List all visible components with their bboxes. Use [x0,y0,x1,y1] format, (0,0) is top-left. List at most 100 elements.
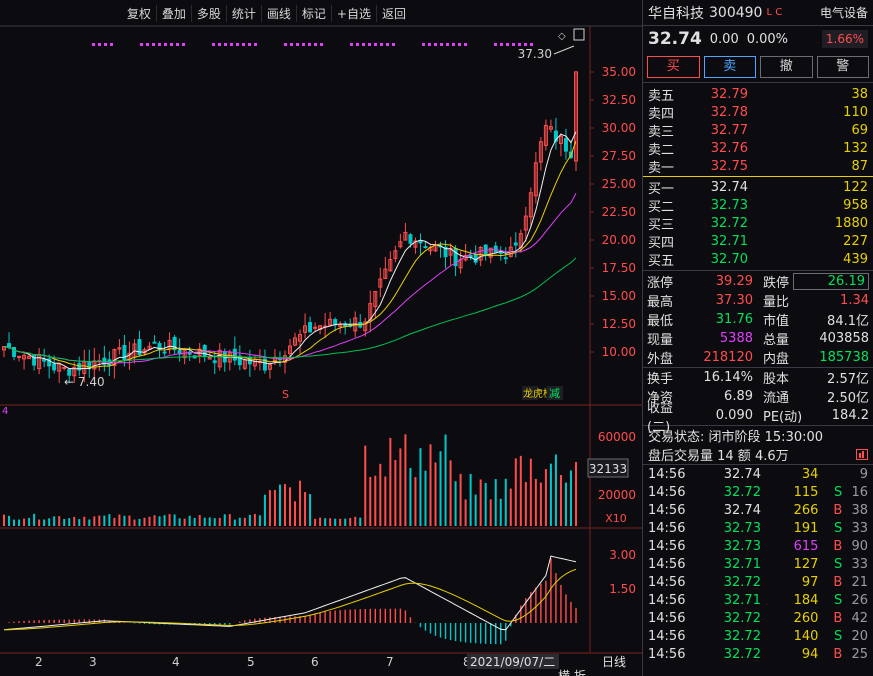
alert-button[interactable]: 警 [816,56,869,78]
signal-marker-s[interactable]: S [282,388,289,401]
period-selector[interactable]: 日线 [602,655,626,669]
asks-row[interactable]: 卖一 32.75 87 [643,157,873,176]
toolbar-4[interactable]: 画线 [260,4,296,22]
volume-bar [509,488,512,526]
x-axis-label: 5 [247,655,255,669]
signal-dot [104,43,107,46]
bid-book: 买一 32.74 122 买二 32.73 958 买三 32.72 1880 买四 32.71 22… [643,178,873,269]
sector-label[interactable]: 电气设备 [819,6,868,20]
volume-bar [294,501,297,526]
dragon-tiger-marker[interactable]: 龙虎榜 [523,387,553,400]
candle-body [448,247,453,256]
bids-price: 32.72 [710,215,748,231]
signal-dot [248,43,251,46]
reduce-marker[interactable]: 减 [549,387,560,400]
stat-value-2: 2.50亿 [827,391,869,406]
tick-list[interactable]: 14:56 32.74 34 9 14:56 32.72 115 S 16 14:56 32.74 2… [643,465,873,663]
ask-book: 卖五 32.79 38 卖四 32.78 110 卖三 32.77 69 卖二 32.76 132 卖一… [643,83,873,176]
bids-row[interactable]: 买三 32.72 1880 [643,214,873,233]
asks-row[interactable]: 卖三 32.77 69 [643,121,873,140]
volume-bar [424,470,427,526]
tick-price: 32.71 [723,592,761,608]
toolbar-6[interactable]: +自选 [330,4,376,22]
diamond-icon[interactable]: ◇ [558,31,566,42]
bids-row[interactable]: 买二 32.73 958 [643,196,873,215]
bar-chart-icon[interactable] [856,449,868,460]
tick-side: B [833,646,843,662]
toolbar-5[interactable]: 标记 [295,4,331,22]
stat-value: 16.14% [703,370,753,385]
volume-bar [3,514,5,526]
signal-dot [140,43,143,46]
toolbar-7[interactable]: 返回 [375,4,411,22]
tick-side: S [833,484,843,500]
after-hours: 盘后交易量 14 额 4.6万 [643,445,873,464]
macd-line [3,568,577,631]
tick-volume: 115 [793,484,819,500]
stats-block-2: 换手 16.14% 股本 2.57亿 净资 6.89 流通 2.50亿 收益(二) 0.090 PE… [643,368,873,435]
chart-canvas[interactable]: 35.00 32.50 30.00 27.50 25.00 22.50 20.00 17.50… [0,0,642,676]
tick-time: 14:56 [648,502,686,518]
signal-dot [224,43,227,46]
volume-bar [359,517,362,526]
quote-panel: 华自科技 300490 L C 电气设备 32.74 0.00 0.00% 1.… [642,0,873,676]
tick-side: S [833,592,843,608]
cursor-date: 2021/09/07/二 [470,655,555,669]
buy-button[interactable]: 买 [647,56,700,78]
x-axis-label: 7 [386,655,394,669]
stat-key: 最高 [647,295,674,310]
candle-body [182,349,187,359]
sector-change: 1.66% [821,30,868,48]
stat-value: 0.090 [715,408,753,423]
asks-row[interactable]: 卖二 32.76 132 [643,139,873,158]
panel-toggle-icon[interactable] [573,28,585,41]
candle-body [403,231,408,241]
tick-count: 20 [851,628,868,644]
signal-dot [362,43,365,46]
signal-dot [290,43,293,46]
candle-body [543,124,548,146]
last-price: 32.74 [648,29,702,49]
bids-row[interactable]: 买四 32.71 227 [643,232,873,251]
signal-dot [236,43,239,46]
volume-bar [339,518,342,526]
stat-key: 外盘 [647,352,674,367]
volume-bar [404,434,407,526]
kline-chart-area[interactable]: 35.00 32.50 30.00 27.50 25.00 22.50 20.00 17.50… [0,0,642,676]
volume-bar [304,492,307,526]
volume-bar [524,481,527,526]
bids-price: 32.74 [710,179,748,195]
toolbar-0[interactable]: 复权 [126,6,151,21]
volume-bar [459,473,462,526]
bids-volume: 958 [843,197,868,213]
bottom-tabs[interactable]: 横 折 [558,668,586,676]
candle-body [478,246,483,261]
stat-row: 最高 37.30 量比 1.34 [643,291,873,310]
asks-volume: 38 [851,86,868,102]
volume-bar [514,458,517,526]
tick-volume: 184 [793,592,819,608]
toolbar-3[interactable]: 统计 [225,4,261,22]
volume-bar [384,476,387,526]
stat-row: 现量 5388 总量 403858 [643,329,873,348]
sell-button[interactable]: 卖 [703,56,756,78]
tick-row: 14:56 32.72 115 S 16 [643,483,873,501]
candle-body [212,360,217,364]
asks-row[interactable]: 卖五 32.79 38 [643,85,873,104]
after-hours-text: 盘后交易量 14 额 4.6万 [648,449,789,464]
toolbar-1[interactable]: 叠加 [155,4,191,22]
cancel-order-button[interactable]: 撤 [760,56,813,78]
volume-bar [78,519,81,526]
asks-row[interactable]: 卖四 32.78 110 [643,103,873,122]
candle-body [443,246,448,258]
bids-row[interactable]: 买一 32.74 122 [643,178,873,197]
bids-row[interactable]: 买五 32.70 439 [643,250,873,269]
stat-value-2: 403858 [819,331,869,346]
volume-bar [539,482,542,526]
volume-bar [369,476,372,526]
signal-dot [464,43,467,46]
toolbar-2[interactable]: 多股 [190,4,226,22]
volume-bar [564,482,567,526]
price-axis-label: 20.00 [602,233,636,247]
volume-bar [158,516,161,526]
